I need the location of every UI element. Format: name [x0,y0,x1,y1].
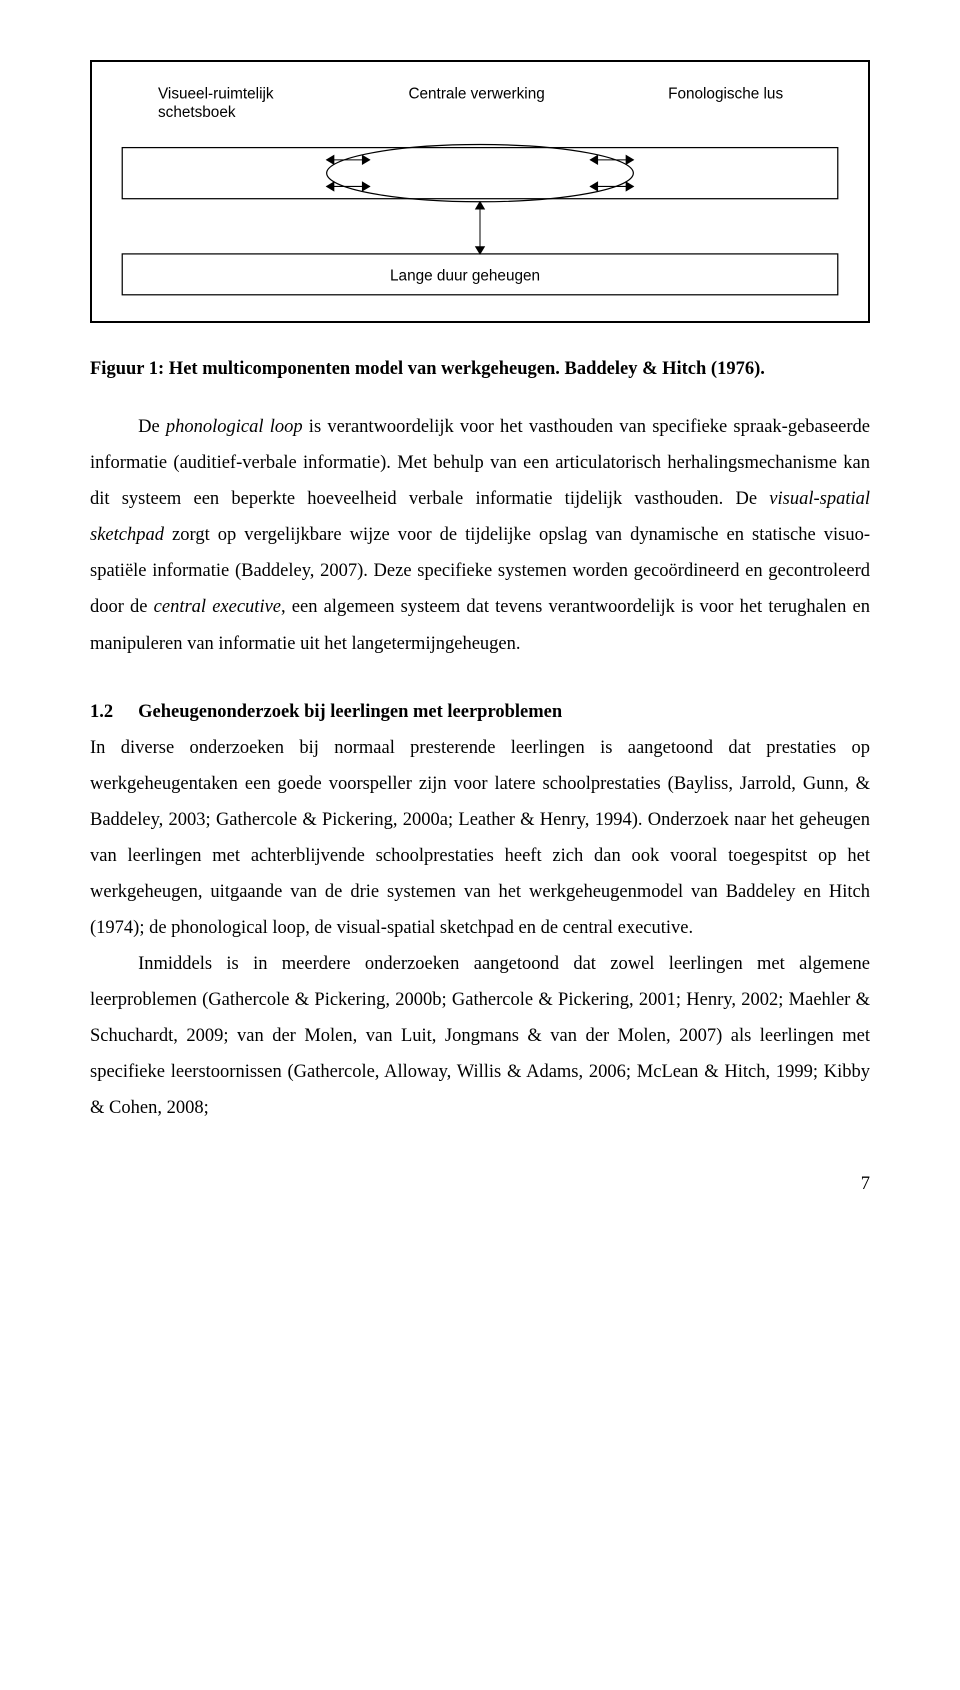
svg-text:Visueel-ruimtelijk: Visueel-ruimtelijk [158,86,274,103]
svg-text:Lange duur geheugen: Lange duur geheugen [390,267,540,284]
p1-italic-phonological-loop: phonological loop [166,417,303,437]
paragraph-1: De phonological loop is verantwoordelijk… [90,409,870,661]
svg-text:Fonologische lus: Fonologische lus [668,86,783,103]
paragraph-3: Inmiddels is in meerdere onderzoeken aan… [90,946,870,1126]
svg-text:schetsboek: schetsboek [158,104,236,121]
section-title: Geheugenonderzoek bij leerlingen met lee… [138,702,562,722]
section-heading: 1.2Geheugenonderzoek bij leerlingen met … [90,694,870,730]
figure-caption: Figuur 1: Het multicomponenten model van… [90,351,870,387]
p1-text-1: De [138,417,166,437]
page-number: 7 [90,1166,870,1202]
working-memory-diagram: Visueel-ruimtelijkschetsboek Centrale ver… [112,74,848,309]
svg-text:Centrale verwerking: Centrale verwerking [408,86,544,103]
paragraph-2: In diverse onderzoeken bij normaal prest… [90,730,870,946]
figure-container: Visueel-ruimtelijkschetsboek Centrale ver… [90,60,870,323]
p1-italic-central-executive: central executive [154,597,281,617]
section-number: 1.2 [90,694,138,730]
